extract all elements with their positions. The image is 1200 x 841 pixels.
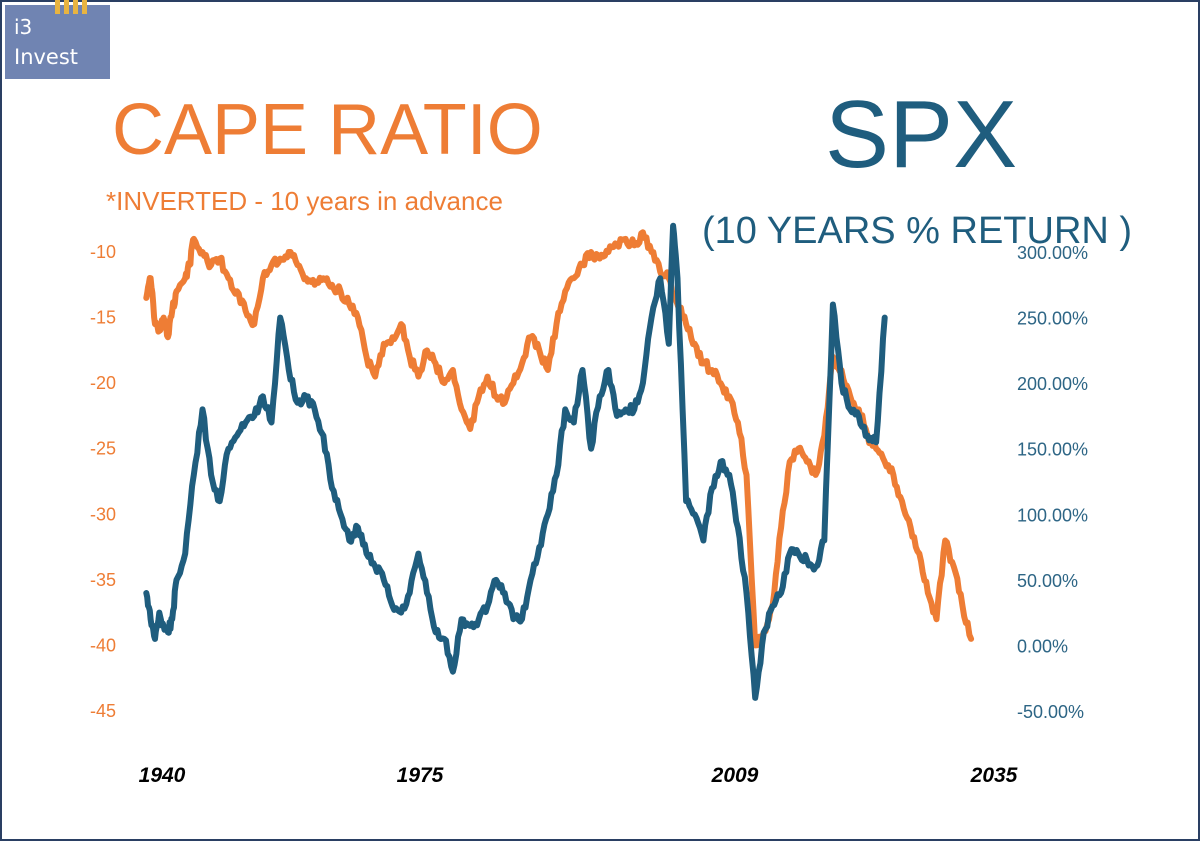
right-axis-tick-label: 300.00% (1017, 243, 1088, 263)
i3-invest-logo: i3 Invest (5, 0, 110, 79)
left-axis-tick-label: -35 (90, 570, 116, 590)
spx-title: SPX (825, 81, 1018, 188)
x-axis-tick-label: 2035 (970, 764, 1018, 787)
x-axis-tick-label: 1940 (139, 764, 186, 787)
right-axis-tick-label: 100.00% (1017, 505, 1088, 525)
x-axis-tick-label: 2009 (711, 764, 759, 787)
left-axis-tick-label: -20 (90, 373, 116, 393)
spx-return-series-line (143, 222, 888, 701)
spx-subtitle: (10 YEARS % RETURN ) (702, 210, 1133, 252)
left-axis-tick-label: -40 (90, 635, 116, 655)
right-axis-tick-label: 0.00% (1017, 636, 1068, 656)
left-axis-tick-label: -10 (90, 242, 116, 262)
cape-ratio-subtitle: *INVERTED - 10 years in advance (106, 186, 503, 216)
left-axis-tick-label: -30 (90, 504, 116, 524)
right-axis-tick-label: -50.00% (1017, 702, 1084, 722)
right-axis-tick-label: 50.00% (1017, 571, 1078, 591)
right-axis-tick-label: 250.00% (1017, 309, 1088, 329)
right-axis-tick-label: 150.00% (1017, 440, 1088, 460)
left-axis-tick-label: -25 (90, 439, 116, 459)
logo-text-invest: Invest (14, 45, 79, 69)
x-axis-tick-label: 1975 (397, 764, 444, 787)
cape-ratio-title: CAPE RATIO (112, 90, 543, 170)
right-axis-tick-label: 200.00% (1017, 374, 1088, 394)
left-axis-tick-label: -15 (90, 308, 116, 328)
logo-text-i3: i3 (14, 15, 33, 39)
left-axis-tick-label: -45 (90, 701, 116, 721)
